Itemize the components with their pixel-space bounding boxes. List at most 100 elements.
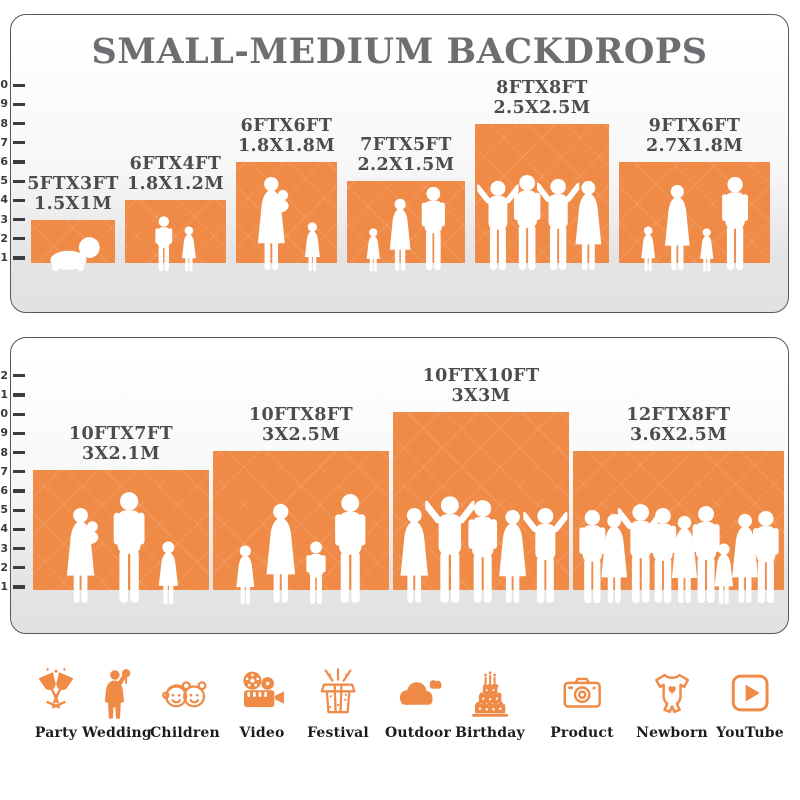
ruler-tick-label: 8 — [0, 445, 8, 459]
festival-icon — [311, 666, 365, 720]
newborn-icon — [645, 666, 699, 720]
backdrop-size-label: 6FTX4FT 1.8X1.2M — [127, 155, 224, 195]
backdrop-size-bar: 5FTX3FT 1.5X1M — [27, 175, 118, 272]
ruler-tick-mark — [13, 256, 25, 260]
size-meters-label: 2.7X1.8M — [645, 136, 744, 157]
ruler-tick-label: 1 — [0, 580, 8, 593]
ruler-tick-label: 2 — [0, 231, 8, 245]
category-item-outdoor: Outdoor — [385, 666, 451, 741]
category-item-newborn: Newborn — [636, 666, 708, 741]
ruler-tick-label: 3 — [0, 541, 8, 555]
ruler-tick-label: 4 — [0, 193, 8, 207]
ruler-tick-label: 11 — [0, 388, 8, 401]
ruler-tick-label: 9 — [0, 97, 8, 111]
category-item-birthday: Birthday — [455, 666, 525, 741]
backdrop-size-bar: 10FTX10FT 3X3M — [393, 367, 569, 604]
category-label: Outdoor — [384, 725, 452, 741]
category-label: Wedding — [82, 725, 152, 741]
size-feet-label: 6FTX4FT — [129, 154, 222, 175]
ruler-tick-label: 5 — [0, 174, 8, 188]
ruler-tick-label: 7 — [0, 135, 8, 149]
ruler-tick-mark — [13, 218, 25, 222]
ruler-tick-label: 10 — [0, 78, 8, 92]
backdrop-size-label: 12FTX8FT 3.6X2.5M — [626, 406, 730, 446]
backdrop-size-label: 7FTX5FT 2.2X1.5M — [357, 136, 454, 176]
ruler-tick-label: 5 — [0, 503, 8, 517]
ruler-tick-mark — [13, 527, 25, 531]
backdrop-size-bar: 12FTX8FT 3.6X2.5M — [573, 406, 784, 605]
size-feet-label: 8FTX8FT — [496, 78, 588, 99]
size-meters-label: 2.2X1.5M — [357, 155, 455, 176]
birthday-icon — [463, 666, 517, 720]
backdrop-size-label: 10FTX10FT 3X3M — [423, 367, 540, 407]
ruler-tick-label: 4 — [0, 522, 8, 536]
ruler-tick-label: 9 — [0, 426, 8, 440]
backdrop-size-label: 10FTX7FT 3X2.1M — [69, 425, 173, 465]
ruler-tick-label: 6 — [0, 484, 8, 497]
size-meters-label: 1.8X1.8M — [237, 136, 336, 157]
ruler-tick-mark — [13, 508, 25, 512]
ruler-tick-label: 2 — [0, 560, 8, 574]
ruler-tick-label: 6 — [0, 155, 8, 168]
party-icon — [29, 666, 83, 720]
size-meters-label: 1.8X1.2M — [126, 174, 225, 195]
wedding-icon — [90, 666, 144, 720]
category-label: Children — [150, 725, 220, 741]
ruler-tick-mark — [13, 237, 25, 241]
backdrop-size-bar: 7FTX5FT 2.2X1.5M — [347, 136, 465, 272]
backdrop-size-label: 6FTX6FT 1.8X1.8M — [238, 117, 335, 157]
size-meters-label: 3X2.1M — [82, 444, 160, 465]
category-label: Newborn — [636, 725, 708, 741]
size-feet-label: 5FTX3FT — [27, 174, 119, 195]
ruler-tick-mark — [13, 470, 25, 474]
category-label: Product — [550, 725, 614, 741]
size-feet-label: 7FTX5FT — [360, 135, 452, 156]
backdrop-size-bar: 6FTX6FT 1.8X1.8M — [236, 117, 337, 272]
youtube-icon — [723, 666, 777, 720]
backdrop-size-bar: 10FTX8FT 3X2.5M — [213, 406, 389, 605]
ruler-tick-mark — [13, 83, 25, 87]
backdrop-size-bar: 8FTX8FT 2.5X2.5M — [475, 79, 609, 271]
size-meters-label: 2.5X2.5M — [493, 98, 591, 119]
panel-small-medium-sizes-top: SMALL-MEDIUM BACKDROPS 1 2 3 4 5 6 7 8 9 10 5FTX3F… — [0, 14, 789, 313]
ruler-tick-label: 12 — [0, 368, 8, 382]
backdrop-size-label: 10FTX8FT 3X2.5M — [249, 406, 353, 446]
category-label: Birthday — [455, 725, 525, 741]
backdrop-size-bar: 9FTX6FT 2.7X1.8M — [619, 117, 770, 272]
backdrop-size-label: 8FTX8FT 2.5X2.5M — [493, 79, 590, 119]
size-chart-bottom: 12345678910111210FTX7FT3X2.1M10FTX8FT3X2… — [0, 338, 788, 633]
size-meters-label: 3.6X2.5M — [629, 425, 728, 446]
ruler-tick-mark — [13, 566, 25, 570]
size-feet-label: 10FTX10FT — [422, 366, 540, 387]
category-item-festival: Festival — [307, 666, 369, 741]
ruler-tick-label: 8 — [0, 116, 8, 130]
backdrop-size-bar: 10FTX7FT 3X2.1M — [33, 425, 209, 605]
backdrop-size-label: 5FTX3FT 1.5X1M — [27, 175, 119, 215]
children-icon — [158, 666, 212, 720]
category-item-youtube: YouTube — [716, 666, 784, 741]
backdrop-size-bar: 6FTX4FT 1.8X1.2M — [125, 155, 226, 272]
ruler-tick-mark — [13, 547, 25, 551]
ruler-tick-mark — [13, 141, 25, 145]
product-icon — [555, 666, 609, 720]
outdoor-icon — [391, 666, 445, 720]
category-label: YouTube — [716, 725, 784, 741]
ruler-tick-mark — [13, 431, 25, 435]
ruler-tick-mark — [13, 451, 25, 455]
ruler-tick-mark — [13, 102, 25, 106]
ruler-tick-mark — [13, 198, 25, 202]
size-chart-top: 123456789105FTX3FT1.5X1M6FTX4FT1.8X1.2M6… — [0, 15, 788, 312]
category-item-video: Video — [235, 666, 289, 741]
panel-small-medium-sizes-bottom: 12345678910111210FTX7FT3X2.1M10FTX8FT3X2… — [0, 337, 789, 634]
ruler-tick-mark — [13, 489, 25, 493]
ruler-tick-label: 7 — [0, 464, 8, 478]
category-label: Festival — [307, 725, 369, 741]
backdrop-size-label: 9FTX6FT 2.7X1.8M — [646, 117, 743, 157]
ruler-tick-mark — [13, 179, 25, 183]
size-meters-label: 1.5X1M — [34, 194, 112, 215]
category-item-product: Product — [550, 666, 614, 741]
size-meters-label: 3X3M — [451, 386, 511, 407]
category-item-children: Children — [150, 666, 220, 741]
